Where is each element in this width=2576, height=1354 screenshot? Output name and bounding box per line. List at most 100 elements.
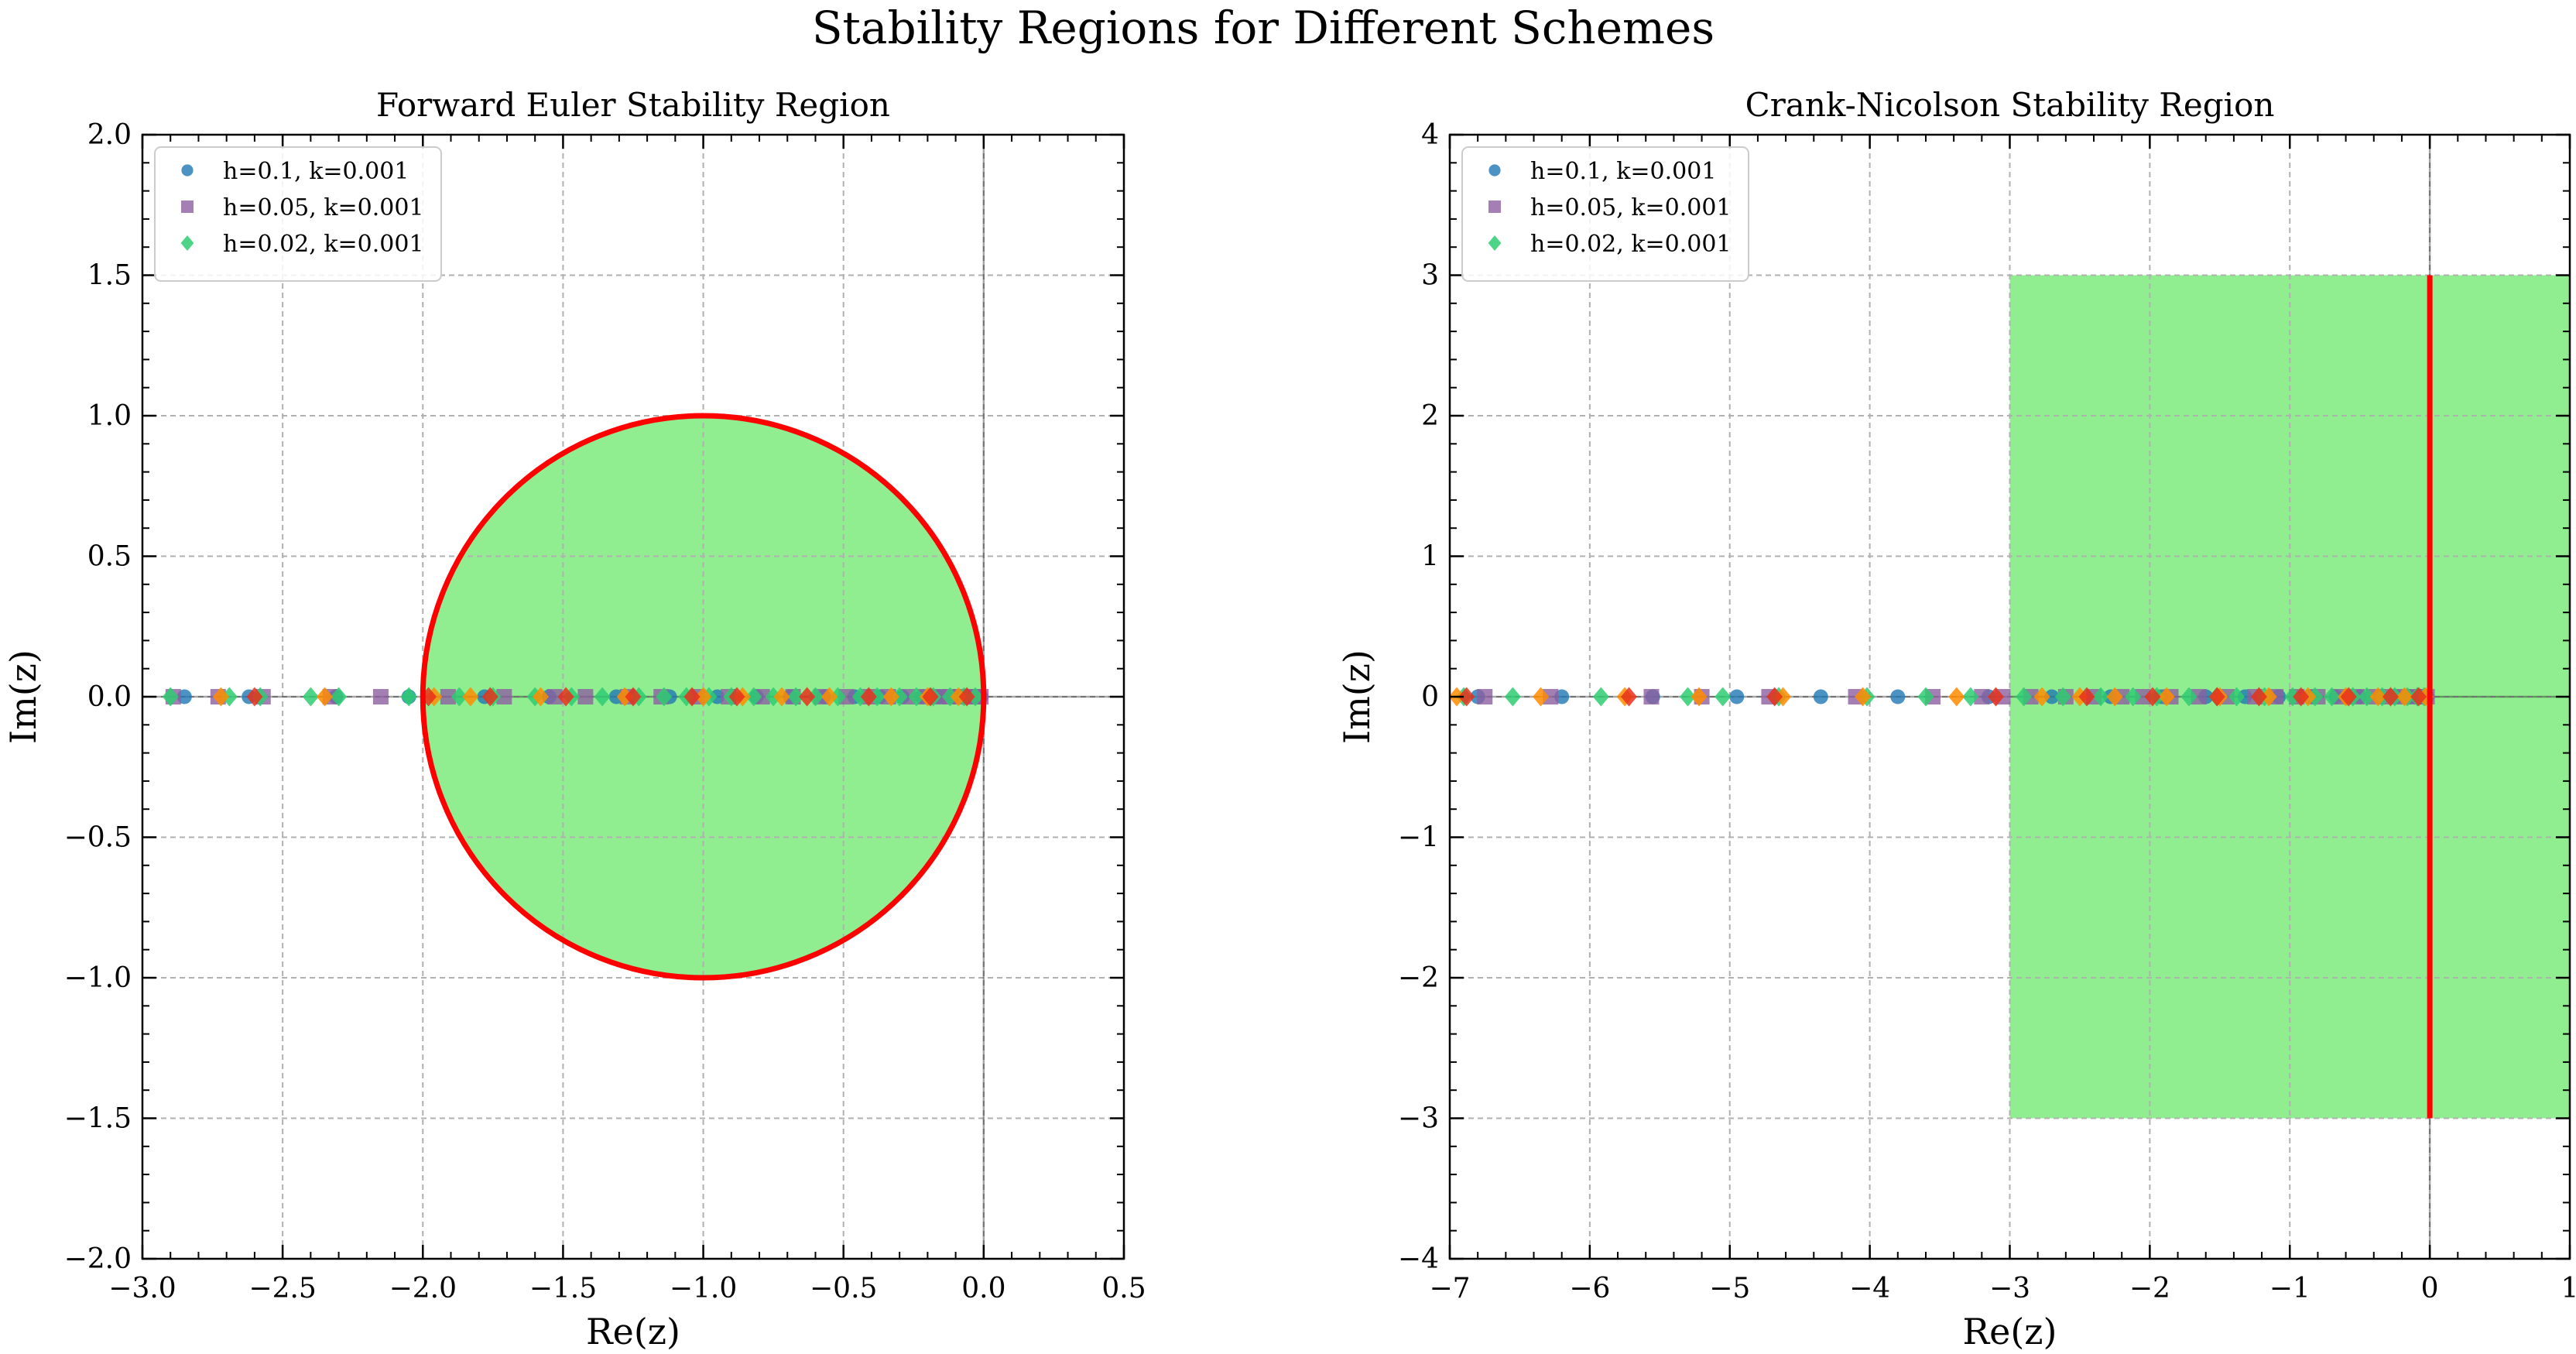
data-point — [787, 687, 804, 707]
x-tick-label: 0.5 — [1101, 1273, 1146, 1304]
data-point — [2260, 687, 2277, 707]
legend-box — [154, 146, 442, 282]
data-point — [891, 687, 908, 707]
legend-marker — [1488, 164, 1501, 177]
y-tick-label: −2.0 — [64, 1243, 132, 1275]
data-point — [577, 689, 594, 704]
legend-label: h=0.05, k=0.001 — [1530, 194, 1732, 221]
data-point — [1504, 687, 1521, 707]
y-tick-label: −2 — [1398, 962, 1439, 994]
data-point — [316, 687, 333, 707]
data-point — [557, 687, 574, 707]
y-axis-label: Im(z) — [2, 650, 44, 744]
data-point — [331, 687, 348, 707]
y-tick-label: 0.5 — [87, 541, 132, 573]
data-point — [1592, 687, 1609, 707]
data-point — [616, 687, 633, 707]
x-tick-label: −3.0 — [108, 1273, 176, 1304]
data-point — [2208, 687, 2225, 707]
y-tick-label: 1.5 — [87, 260, 132, 292]
data-point — [941, 687, 958, 707]
y-tick-label: −4 — [1398, 1243, 1439, 1275]
data-point — [2180, 687, 2197, 707]
x-tick-label: −6 — [1569, 1273, 1610, 1304]
data-point — [481, 687, 498, 707]
data-point — [2191, 689, 2207, 704]
y-tick-label: −1.0 — [64, 962, 132, 994]
data-point — [868, 687, 886, 707]
data-point — [1690, 687, 1708, 707]
data-point — [546, 689, 563, 704]
data-point — [807, 687, 824, 707]
data-point — [745, 687, 762, 707]
data-point — [860, 687, 877, 707]
legend-marker — [1488, 235, 1502, 251]
data-point — [400, 687, 417, 707]
data-point — [2016, 687, 2033, 707]
x-tick-label: −7 — [1429, 1273, 1470, 1304]
data-point — [2410, 687, 2427, 707]
stability-boundary — [420, 413, 987, 981]
data-point — [1974, 689, 1990, 704]
y-tick-label: −1 — [1398, 822, 1439, 854]
x-tick-label: −1.5 — [529, 1273, 597, 1304]
data-point — [1948, 687, 1965, 707]
legend: h=0.1, k=0.001 h=0.05, k=0.001 h=0.02, k=0… — [154, 146, 442, 282]
data-point — [2250, 687, 2267, 707]
data-point — [2158, 687, 2175, 707]
data-point — [594, 687, 611, 707]
plot-area — [1450, 135, 2570, 1259]
y-tick-label: −3 — [1398, 1103, 1439, 1135]
data-point — [656, 687, 673, 707]
legend: h=0.1, k=0.001 h=0.05, k=0.001 h=0.02, k=0… — [1461, 146, 1749, 282]
x-tick-label: −5 — [1709, 1273, 1750, 1304]
legend-label: h=0.02, k=0.001 — [223, 231, 424, 258]
forward-euler-plot: −3.0 −2.5 −2.0 −1.5 −1.0 −0.5 0.0 0.5 −2.0 −1.5 −1… — [2, 86, 1146, 1352]
legend-marker — [180, 235, 194, 251]
x-tick-label: −1.0 — [670, 1273, 737, 1304]
data-point — [2396, 687, 2413, 707]
x-tick-label: −1 — [2269, 1273, 2311, 1304]
data-point — [821, 687, 838, 707]
x-tick-label: −2.5 — [248, 1273, 316, 1304]
x-axis-label: Re(z) — [1963, 1311, 2057, 1352]
data-point — [1855, 687, 1872, 707]
data-point — [773, 687, 790, 707]
data-point — [829, 687, 846, 707]
y-axis-label: Im(z) — [1336, 650, 1378, 744]
data-point — [1714, 687, 1732, 707]
legend-marker — [181, 201, 194, 213]
data-point — [1774, 687, 1791, 707]
x-axis-label: Re(z) — [586, 1311, 680, 1352]
data-point — [958, 687, 975, 707]
data-point — [2092, 687, 2109, 707]
data-point — [2324, 687, 2341, 707]
plot-area — [142, 135, 1124, 1259]
data-point — [1890, 689, 1906, 704]
legend-label: h=0.02, k=0.001 — [1530, 231, 1732, 258]
data-point — [2135, 689, 2151, 704]
data-point — [1477, 689, 1493, 704]
data-point — [1987, 687, 2004, 707]
data-point — [695, 687, 712, 707]
data-point — [2293, 687, 2310, 707]
series-4 — [1458, 687, 2427, 707]
y-tick-label: 3 — [1421, 260, 1439, 292]
data-point — [2144, 687, 2161, 707]
data-point — [1813, 689, 1828, 704]
x-tick-label: −2 — [2129, 1273, 2170, 1304]
x-tick-label: 0 — [2421, 1273, 2439, 1304]
x-tick-label: 1 — [2561, 1273, 2576, 1304]
data-point — [1643, 689, 1660, 704]
x-tick-label: −3 — [1989, 1273, 2030, 1304]
data-point — [302, 687, 319, 707]
data-point — [162, 687, 179, 707]
data-point — [1729, 689, 1745, 704]
data-point — [221, 687, 238, 707]
legend-label: h=0.1, k=0.001 — [223, 158, 409, 185]
data-point — [950, 687, 967, 707]
data-point — [1458, 687, 1475, 707]
data-point — [882, 687, 899, 707]
data-point — [1679, 687, 1696, 707]
y-tick-label: 0 — [1421, 681, 1439, 713]
